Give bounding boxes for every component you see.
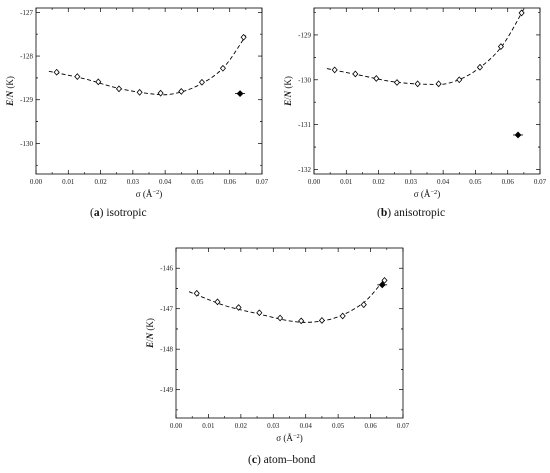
plot-frame (175, 247, 404, 419)
y-tick-label: -130 (298, 76, 311, 84)
data-point (360, 301, 367, 309)
data-point (219, 64, 226, 72)
y-axis-label: E/N (K) (283, 76, 293, 107)
y-axis-label: E/N (K) (5, 76, 15, 107)
data-point (193, 289, 200, 297)
data-point (476, 63, 483, 71)
data-point (214, 298, 221, 306)
x-tick-label: 0.04 (437, 178, 450, 186)
y-tick-label: -132 (298, 166, 311, 174)
x-tick-label: 0.00 (308, 178, 321, 186)
x-tick-label: 0.05 (191, 178, 204, 186)
data-point (414, 80, 421, 88)
plot-frame (313, 7, 541, 175)
data-point (95, 78, 102, 86)
x-tick-label: 0.07 (397, 422, 410, 430)
y-tick-label: -130 (20, 140, 33, 148)
x-tick-label: 0.02 (235, 422, 248, 430)
y-axis-label: E/N (K) (145, 318, 155, 349)
y-tick-label: -129 (298, 31, 311, 39)
data-point (198, 78, 205, 86)
chart-a: 0.00 0.01 0.02 0.03 0.04 0.05 0.06 0.07 -127 -128… (5, 7, 269, 199)
data-point (256, 309, 263, 317)
data-point (157, 89, 164, 97)
x-tick-label: 0.01 (62, 178, 75, 186)
x-tick-label: 0.05 (332, 422, 345, 430)
data-point (331, 66, 338, 74)
data-point (497, 43, 504, 50)
data-point (352, 70, 359, 78)
data-point (456, 76, 463, 84)
y-tick-label: -128 (20, 53, 33, 61)
x-tick-label: 0.03 (267, 422, 280, 430)
y-tick-label: -129 (20, 96, 33, 104)
x-tick-label: 0.00 (170, 422, 183, 430)
x-tick-label: 0.01 (340, 178, 353, 186)
data-point (240, 33, 247, 41)
data-point (393, 79, 401, 86)
y-tick-label: -147 (160, 305, 173, 313)
data-point (435, 80, 442, 88)
y-tick-label: -127 (20, 9, 33, 17)
x-tick-label: 0.01 (202, 422, 215, 430)
x-tick-label: 0.03 (405, 178, 418, 186)
data-point (53, 68, 60, 76)
x-tick-label: 0.04 (300, 422, 313, 430)
data-point (178, 88, 185, 95)
fit-curve (48, 35, 247, 96)
data-point (318, 317, 325, 324)
x-tick-label: 0.02 (372, 178, 385, 186)
fit-curve (188, 280, 384, 323)
chart-b: 0.00 0.01 0.02 0.03 0.04 0.05 0.06 0.07 -129 -130… (283, 7, 547, 199)
x-axis-label: σ (Å−2) (414, 189, 441, 199)
caption-a: (a) isotropic (90, 207, 147, 219)
x-axis-label: σ (Å−2) (276, 433, 303, 443)
x-tick-label: 0.06 (224, 178, 237, 186)
x-tick-label: 0.06 (364, 422, 377, 430)
data-point (381, 276, 388, 284)
data-point (74, 73, 81, 80)
x-tick-label: 0.05 (469, 178, 482, 186)
x-axis-label: σ (Å−2) (136, 189, 163, 199)
data-point (115, 85, 123, 93)
data-point (373, 75, 380, 82)
y-tick-label: -149 (160, 386, 173, 394)
data-point (277, 314, 284, 322)
data-point (298, 317, 305, 325)
y-tick-label: -146 (160, 265, 173, 273)
x-tick-label: 0.02 (94, 178, 107, 186)
data-point (518, 9, 525, 17)
x-tick-label: 0.03 (127, 178, 140, 186)
x-tick-label: 0.07 (256, 178, 269, 186)
y-tick-label: -131 (298, 121, 311, 129)
x-tick-label: 0.07 (534, 178, 547, 186)
data-point (339, 312, 346, 320)
plot-frame (35, 7, 263, 175)
data-point (235, 304, 242, 311)
x-tick-label: 0.06 (502, 178, 515, 186)
chart-c: 0.00 0.01 0.02 0.03 0.04 0.05 0.06 0.07 -146 -147… (145, 247, 410, 443)
x-tick-label: 0.00 (30, 178, 43, 186)
caption-c: (c) atom–bond (248, 454, 316, 466)
caption-b: (b) anisotropic (377, 207, 446, 219)
y-tick-label: -148 (160, 346, 173, 354)
data-point (136, 88, 143, 96)
x-tick-label: 0.04 (159, 178, 172, 186)
